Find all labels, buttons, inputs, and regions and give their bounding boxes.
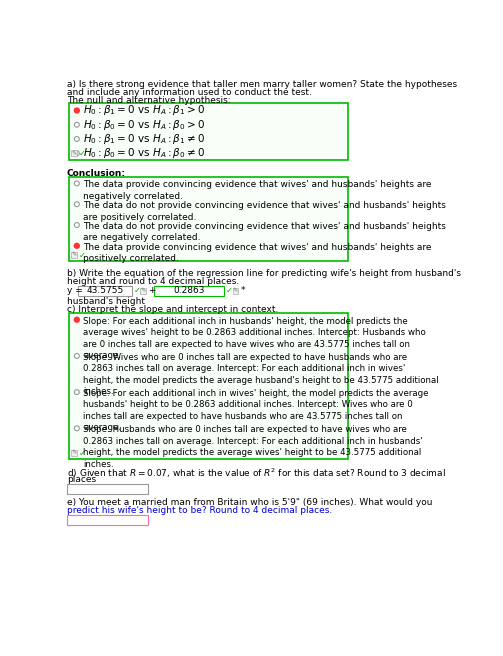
Text: $H_0:\beta_1=0$ vs $H_A:\beta_1>0$: $H_0:\beta_1=0$ vs $H_A:\beta_1>0$ [83, 104, 205, 117]
Text: ✎: ✎ [71, 151, 77, 156]
Text: $H_0:\beta_1=0$ vs $H_A:\beta_1\neq 0$: $H_0:\beta_1=0$ vs $H_A:\beta_1\neq 0$ [83, 132, 205, 146]
Text: c) Interpret the slope and intercept in context.: c) Interpret the slope and intercept in … [67, 305, 278, 314]
Text: Slope: For each additional inch in husbands' height, the model predicts the
aver: Slope: For each additional inch in husba… [83, 317, 426, 360]
Text: The data do not provide convincing evidence that wives' and husbands' heights
ar: The data do not provide convincing evide… [83, 222, 446, 242]
Text: ✎: ✎ [233, 289, 238, 293]
FancyBboxPatch shape [71, 450, 77, 456]
Text: height and round to 4 decimal places.: height and round to 4 decimal places. [67, 277, 239, 285]
FancyBboxPatch shape [154, 286, 224, 296]
Text: d) Given that $R=0.07$, what is the value of $R^2$ for this data set? Round to 3: d) Given that $R=0.07$, what is the valu… [67, 467, 446, 480]
Text: e) You meet a married man from Britain who is 5'9" (69 inches). What would you: e) You meet a married man from Britain w… [67, 499, 432, 507]
Text: a) Is there strong evidence that taller men marry taller women? State the hypoth: a) Is there strong evidence that taller … [67, 80, 457, 89]
Text: ✓: ✓ [79, 149, 86, 158]
Text: 0.2863: 0.2863 [174, 287, 205, 295]
Text: y =: y = [67, 287, 82, 295]
Text: ✓: ✓ [79, 251, 86, 260]
Text: Slope: Husbands who are 0 inches tall are expected to have wives who are
0.2863 : Slope: Husbands who are 0 inches tall ar… [83, 425, 423, 468]
Text: +: + [148, 287, 155, 295]
Text: Slope: For each additional inch in wives' height, the model predicts the average: Slope: For each additional inch in wives… [83, 389, 429, 432]
Text: 43.5755: 43.5755 [86, 287, 123, 295]
Circle shape [74, 243, 79, 248]
FancyBboxPatch shape [67, 483, 148, 494]
Text: ✎: ✎ [71, 253, 77, 258]
Text: *: * [241, 287, 245, 295]
FancyBboxPatch shape [69, 104, 348, 159]
Text: The data provide convincing evidence that wives' and husbands' heights are
posit: The data provide convincing evidence tha… [83, 243, 432, 263]
Circle shape [74, 108, 79, 113]
Text: ✓: ✓ [133, 287, 140, 295]
Text: husband's height: husband's height [67, 297, 145, 306]
Text: $H_0:\beta_0=0$ vs $H_A:\beta_0>0$: $H_0:\beta_0=0$ vs $H_A:\beta_0>0$ [83, 117, 205, 132]
Text: The data provide convincing evidence that wives' and husbands' heights are
negat: The data provide convincing evidence tha… [83, 180, 432, 201]
FancyBboxPatch shape [69, 176, 348, 261]
Text: The null and alternative hypothesis:: The null and alternative hypothesis: [67, 96, 230, 105]
FancyBboxPatch shape [67, 516, 148, 525]
Text: and include any information used to conduct the test.: and include any information used to cond… [67, 88, 312, 97]
Circle shape [74, 318, 79, 322]
Text: ✎: ✎ [140, 289, 146, 293]
FancyBboxPatch shape [69, 313, 348, 459]
FancyBboxPatch shape [71, 150, 77, 157]
Text: predict his wife's height to be? Round to 4 decimal places.: predict his wife's height to be? Round t… [67, 506, 332, 515]
Text: places: places [67, 474, 96, 483]
Text: ✓: ✓ [226, 287, 232, 295]
Text: $H_0:\beta_0=0$ vs $H_A:\beta_0\neq 0$: $H_0:\beta_0=0$ vs $H_A:\beta_0\neq 0$ [83, 146, 205, 160]
Text: ✓: ✓ [79, 449, 86, 457]
FancyBboxPatch shape [77, 286, 132, 296]
FancyBboxPatch shape [140, 288, 146, 294]
Text: The data do not provide convincing evidence that wives' and husbands' heights
ar: The data do not provide convincing evide… [83, 201, 446, 222]
Text: ✎: ✎ [71, 451, 77, 455]
FancyBboxPatch shape [232, 288, 238, 294]
Text: b) Write the equation of the regression line for predicting wife's height from h: b) Write the equation of the regression … [67, 269, 461, 278]
Text: Conclusion:: Conclusion: [67, 169, 126, 178]
Text: Slope: Wives who are 0 inches tall are expected to have husbands who are
0.2863 : Slope: Wives who are 0 inches tall are e… [83, 353, 439, 396]
FancyBboxPatch shape [71, 252, 77, 258]
